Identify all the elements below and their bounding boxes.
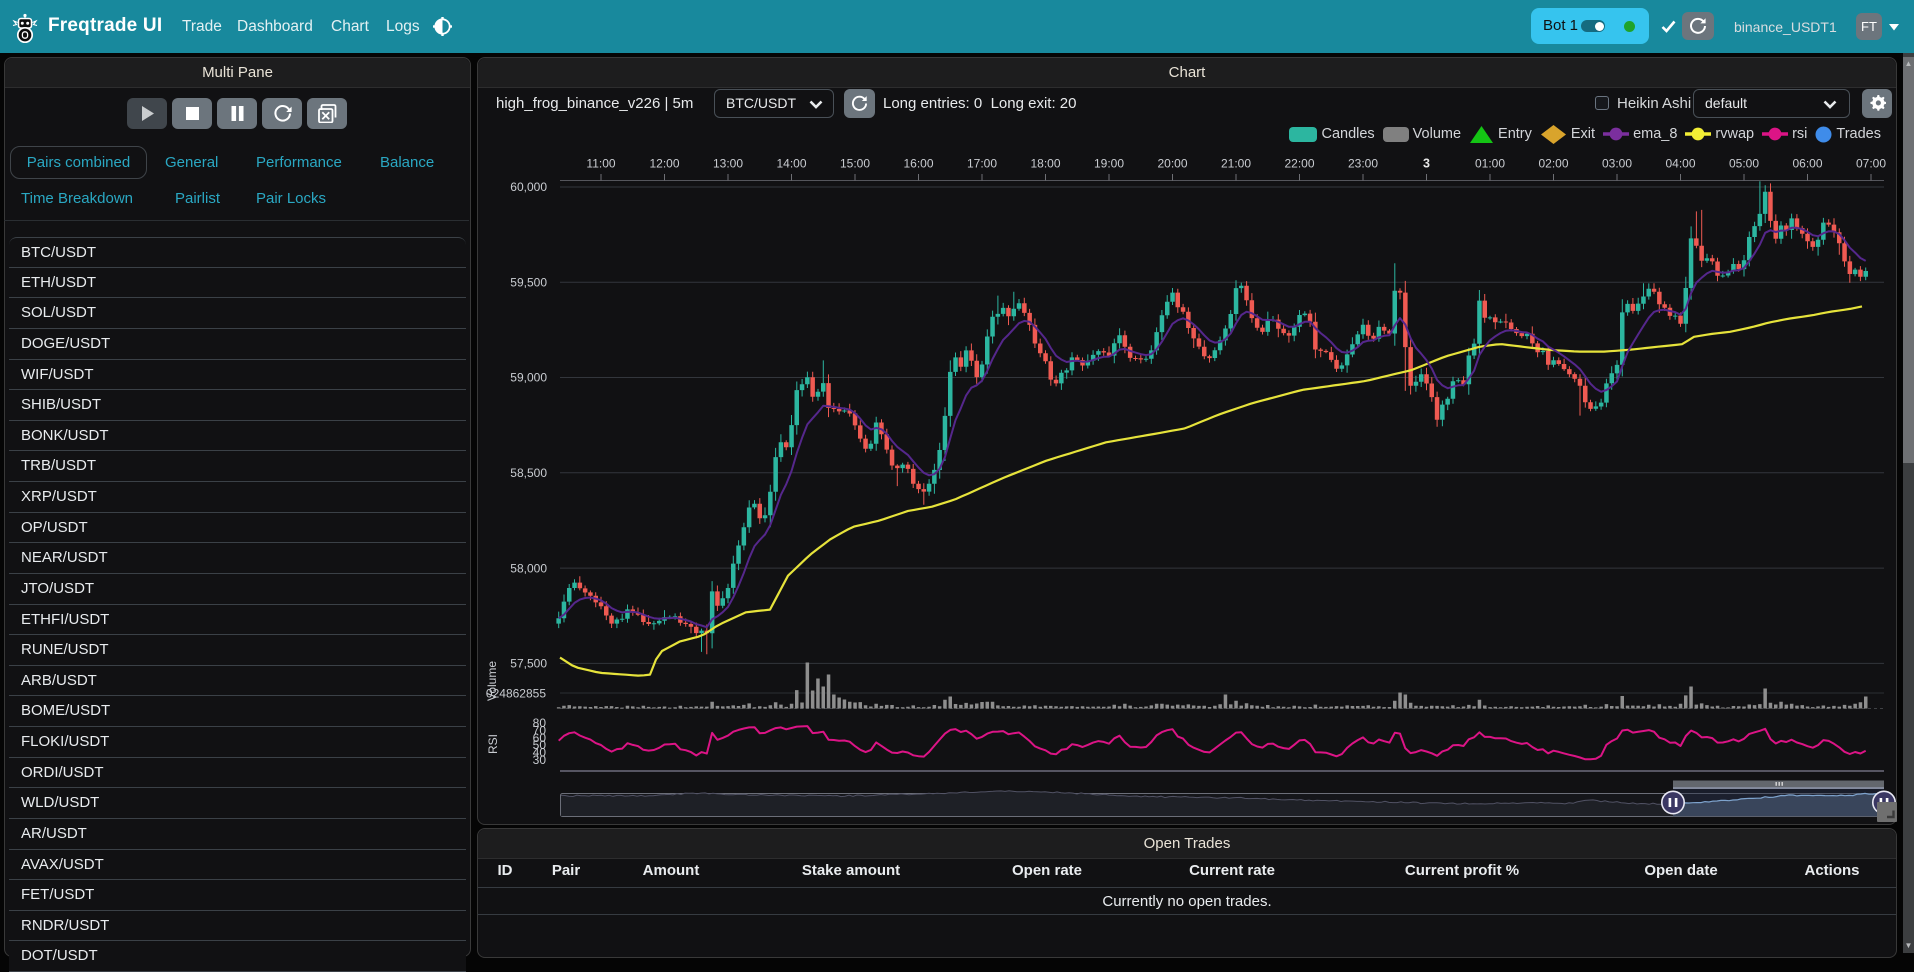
svg-text:18:00: 18:00 — [1030, 157, 1060, 171]
svg-text:60,000: 60,000 — [510, 180, 547, 194]
svg-text:13:00: 13:00 — [713, 157, 743, 171]
svg-text:07:00: 07:00 — [1856, 157, 1886, 171]
svg-text:50: 50 — [533, 738, 547, 752]
svg-text:17:00: 17:00 — [967, 157, 997, 171]
svg-text:23:00: 23:00 — [1348, 157, 1378, 171]
svg-text:59,500: 59,500 — [510, 276, 547, 290]
svg-text:58,000: 58,000 — [510, 561, 547, 575]
svg-text:15:00: 15:00 — [840, 157, 870, 171]
svg-text:80: 80 — [533, 716, 547, 730]
svg-text:12:00: 12:00 — [649, 157, 679, 171]
svg-text:21:00: 21:00 — [1221, 157, 1251, 171]
svg-text:Volume: Volume — [485, 661, 499, 701]
svg-text:024862855: 024862855 — [486, 687, 546, 701]
svg-text:59,000: 59,000 — [510, 371, 547, 385]
svg-text:16:00: 16:00 — [903, 157, 933, 171]
svg-text:02:00: 02:00 — [1538, 157, 1568, 171]
svg-text:05:00: 05:00 — [1729, 157, 1759, 171]
svg-text:01:00: 01:00 — [1475, 157, 1505, 171]
svg-text:60: 60 — [533, 731, 547, 745]
svg-text:11:00: 11:00 — [586, 157, 615, 171]
svg-text:40: 40 — [533, 746, 547, 760]
svg-text:04:00: 04:00 — [1665, 157, 1695, 171]
svg-text:20:00: 20:00 — [1157, 157, 1187, 171]
svg-text:22:00: 22:00 — [1284, 157, 1314, 171]
svg-text:06:00: 06:00 — [1792, 157, 1822, 171]
svg-text:RSI: RSI — [486, 734, 500, 754]
svg-text:14:00: 14:00 — [776, 157, 806, 171]
svg-text:3: 3 — [1423, 157, 1430, 171]
svg-text:30: 30 — [533, 753, 547, 767]
svg-text:03:00: 03:00 — [1602, 157, 1632, 171]
svg-text:19:00: 19:00 — [1094, 157, 1124, 171]
svg-text:57,500: 57,500 — [510, 657, 547, 671]
svg-text:58,500: 58,500 — [510, 466, 547, 480]
svg-text:70: 70 — [533, 723, 547, 737]
